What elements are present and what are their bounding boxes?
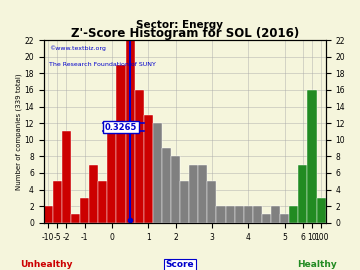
Bar <box>62 131 71 223</box>
Text: Sector: Energy: Sector: Energy <box>136 20 224 30</box>
Bar <box>244 206 253 223</box>
Bar <box>89 165 98 223</box>
Bar <box>253 206 262 223</box>
Bar <box>207 181 216 223</box>
Bar <box>98 181 107 223</box>
Bar <box>180 181 189 223</box>
Text: Score: Score <box>166 260 194 269</box>
Bar <box>44 206 53 223</box>
Bar <box>80 198 89 223</box>
Bar <box>153 123 162 223</box>
Bar <box>226 206 235 223</box>
Bar <box>216 206 226 223</box>
Bar <box>271 206 280 223</box>
Bar <box>298 165 307 223</box>
Bar <box>116 65 126 223</box>
Title: Z'-Score Histogram for SOL (2016): Z'-Score Histogram for SOL (2016) <box>71 27 299 40</box>
Bar <box>53 181 62 223</box>
Bar <box>144 115 153 223</box>
Text: The Research Foundation of SUNY: The Research Foundation of SUNY <box>49 62 156 67</box>
Text: Unhealthy: Unhealthy <box>21 260 73 269</box>
Bar <box>235 206 244 223</box>
Text: 0.3265: 0.3265 <box>105 123 137 132</box>
Text: Healthy: Healthy <box>297 260 337 269</box>
Bar <box>189 165 198 223</box>
Bar <box>307 90 316 223</box>
Bar <box>126 40 135 223</box>
Bar <box>289 206 298 223</box>
Bar <box>71 214 80 223</box>
Bar <box>107 123 116 223</box>
Bar <box>171 156 180 223</box>
Text: ©www.textbiz.org: ©www.textbiz.org <box>49 46 106 51</box>
Bar <box>135 90 144 223</box>
Bar <box>162 148 171 223</box>
Bar <box>280 214 289 223</box>
Y-axis label: Number of companies (339 total): Number of companies (339 total) <box>15 73 22 190</box>
Bar <box>198 165 207 223</box>
Bar <box>262 214 271 223</box>
Bar <box>316 198 326 223</box>
